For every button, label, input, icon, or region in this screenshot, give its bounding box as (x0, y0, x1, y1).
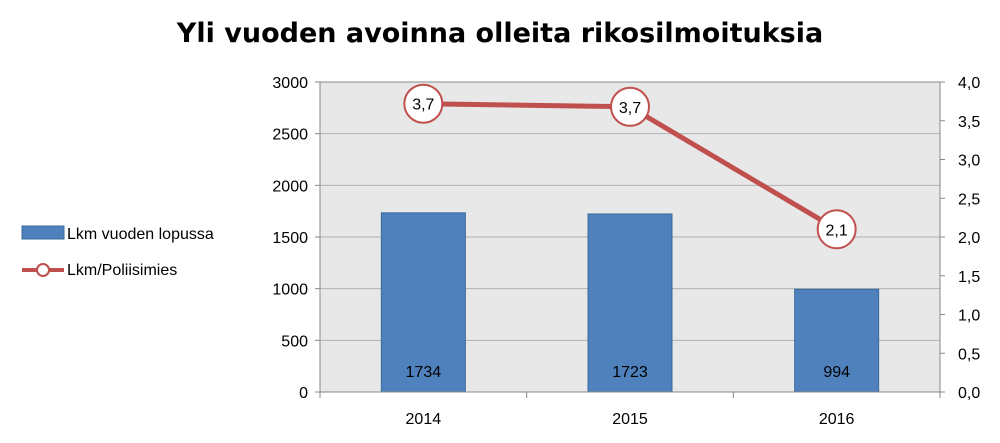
right-tick-label: 1,0 (958, 308, 980, 325)
right-axis-ticks: 0,0 0,5 1,0 1,5 2,0 2,5 3,0 3,5 4,0 (940, 75, 980, 402)
left-tick-label: 2500 (272, 127, 308, 144)
left-tick-label: 500 (281, 333, 308, 350)
bar (587, 213, 673, 393)
x-axis-ticks: 2014 2015 2016 (319, 392, 941, 428)
bar-value-label: 1734 (406, 364, 442, 381)
legend-bar-label: Lkm vuoden lopussa (67, 226, 214, 243)
right-tick-label: 0,5 (958, 346, 980, 363)
left-axis-ticks: 0 500 1000 1500 2000 2500 3000 (272, 75, 320, 402)
bar (794, 288, 880, 393)
line-series: 3,7 3,7 2,1 (403, 83, 857, 250)
right-tick-label: 0,0 (958, 385, 980, 402)
line-point-marker (403, 83, 444, 124)
legend-line-marker (36, 263, 50, 277)
bar-value-label: 1723 (612, 364, 648, 381)
legend: Lkm vuoden lopussa Lkm/Poliisimies (21, 225, 214, 279)
bar (380, 212, 466, 393)
right-tick-label: 4,0 (958, 75, 980, 92)
x-tick-label: 2014 (406, 411, 442, 428)
left-tick-label: 1500 (272, 230, 308, 247)
line-value-label: 3,7 (619, 100, 641, 117)
line-point-marker (610, 86, 650, 127)
legend-line-label: Lkm/Poliisimies (67, 262, 177, 279)
right-tick-label: 2,0 (958, 230, 980, 247)
line-point-marker (816, 209, 857, 250)
right-tick-label: 3,5 (958, 114, 980, 131)
right-tick-label: 3,0 (958, 153, 980, 170)
bar-series: 1734 1723 994 (380, 212, 880, 393)
left-tick-label: 3000 (272, 75, 308, 92)
legend-bar-swatch (21, 225, 65, 240)
right-tick-label: 2,5 (958, 191, 980, 208)
x-tick-label: 2016 (819, 411, 855, 428)
left-tick-label: 1000 (272, 282, 308, 299)
line-value-label: 3,7 (412, 97, 434, 114)
x-tick-label: 2015 (612, 411, 648, 428)
right-tick-label: 1,5 (958, 269, 980, 286)
left-tick-label: 2000 (272, 178, 308, 195)
bar-value-label: 994 (823, 364, 850, 381)
line-value-label: 2,1 (826, 222, 848, 239)
chart-title: Yli vuoden avoinna olleita rikosilmoituk… (176, 18, 824, 49)
left-tick-label: 0 (299, 385, 308, 402)
